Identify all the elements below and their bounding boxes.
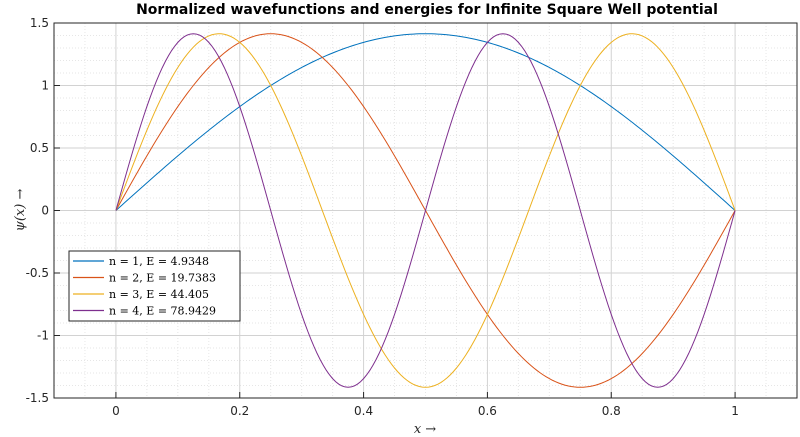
legend: n = 1, E = 4.9348 n = 2, E = 19.7383 n = 3… xyxy=(68,250,241,322)
y-tick-label: 0.5 xyxy=(30,141,49,155)
legend-entry: n = 4, E = 78.9429 xyxy=(109,305,216,318)
legend-entry: n = 2, E = 19.7383 xyxy=(109,272,216,285)
x-axis-label: x → xyxy=(414,422,436,437)
legend-entry: n = 1, E = 4.9348 xyxy=(109,255,209,268)
x-tick-label: 0.8 xyxy=(602,404,621,418)
series-line-n1 xyxy=(115,33,736,211)
x-tick-label: 0.6 xyxy=(478,404,497,418)
x-tick-label: 0 xyxy=(112,404,120,418)
chart-title: Normalized wavefunctions and energies fo… xyxy=(136,2,718,18)
series-line-n3 xyxy=(115,33,736,388)
y-axis-label: ψ(x) → xyxy=(13,189,28,232)
legend-entry: n = 3, E = 44.405 xyxy=(109,288,209,301)
y-tick-label: -0.5 xyxy=(26,266,49,280)
x-tick-label: 0.4 xyxy=(354,404,373,418)
y-tick-label: 1.5 xyxy=(30,16,49,30)
y-tick-label: 1 xyxy=(41,79,49,93)
y-tick-label: -1 xyxy=(37,329,49,343)
y-tick-label: 0 xyxy=(41,204,49,218)
y-tick-label: -1.5 xyxy=(26,391,49,405)
series-line-n4 xyxy=(115,33,736,388)
legend-box xyxy=(68,250,241,322)
series-lines xyxy=(115,33,736,388)
y-tick-labels: 1.5 1 0.5 0 -0.5 -1 -1.5 xyxy=(26,16,60,405)
x-tick-label: 1 xyxy=(731,404,739,418)
x-tick-labels: 0 0.2 0.4 0.6 0.8 1 xyxy=(112,392,739,418)
x-tick-label: 0.2 xyxy=(230,404,249,418)
